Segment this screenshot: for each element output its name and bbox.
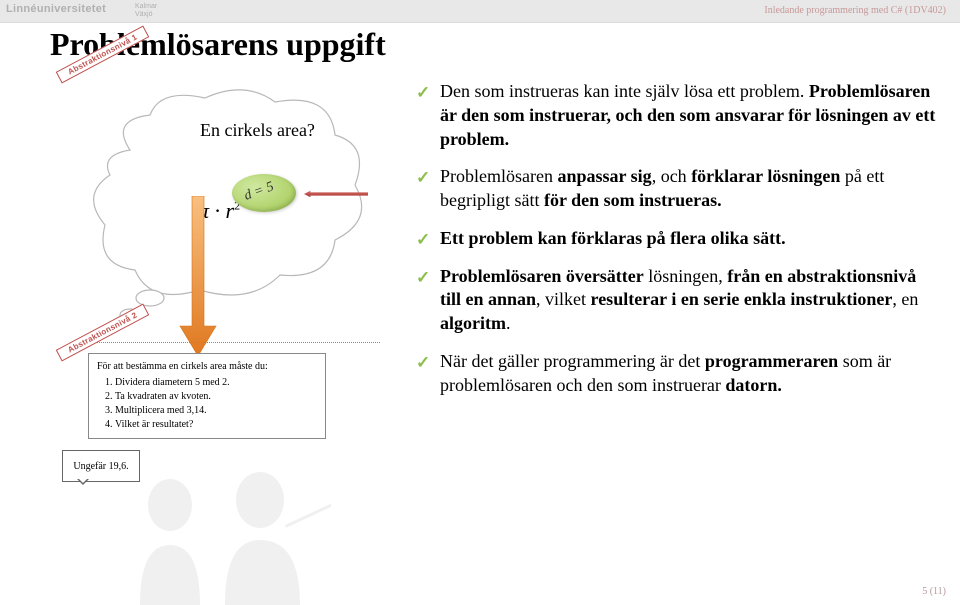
- bullet-text: .: [506, 313, 511, 333]
- bullet-text: , vilket: [536, 289, 591, 309]
- bullet-list: ✓ Den som instrueras kan inte själv lösa…: [416, 80, 936, 411]
- bullet-text: När det gäller programmering är det: [440, 351, 705, 371]
- brand-campuses: Kalmar Växjö: [135, 3, 157, 19]
- check-icon: ✓: [416, 167, 430, 189]
- bullet-bold: för den som instrueras.: [544, 190, 722, 210]
- steps-list: Dividera diametern 5 med 2. Ta kvadraten…: [115, 376, 317, 432]
- bullet-item: ✓ Ett problem kan förklaras på flera oli…: [416, 227, 936, 251]
- course-info: Inledande programmering med C# (1DV402): [764, 5, 946, 16]
- bullet-bold: datorn.: [725, 375, 782, 395]
- bullet-bold: förklarar lösningen: [691, 166, 840, 186]
- people-background-icon: [120, 465, 350, 605]
- bullet-text: , och: [652, 166, 692, 186]
- bullet-text: Den som instrueras kan inte själv lösa e…: [440, 81, 809, 101]
- d-value-oval: d = 5: [232, 174, 296, 212]
- bullet-bold: Problemlösaren: [440, 266, 566, 286]
- bullet-text: lösningen,: [644, 266, 728, 286]
- arrow-orange-icon: [178, 196, 218, 356]
- brand-sub-2: Växjö: [135, 11, 153, 18]
- check-icon: ✓: [416, 82, 430, 104]
- bullet-bold: anpassar sig: [557, 166, 651, 186]
- cloud-question: En cirkels area?: [200, 120, 315, 141]
- bullet-text: , en: [892, 289, 918, 309]
- bullet-item: ✓ När det gäller programmering är det pr…: [416, 350, 936, 398]
- steps-header: För att bestämma en cirkels area måste d…: [97, 360, 317, 374]
- check-icon: ✓: [416, 267, 430, 289]
- step-item: Vilket är resultatet?: [115, 418, 317, 432]
- steps-box: För att bestämma en cirkels area måste d…: [88, 353, 326, 439]
- arrow-red-icon: [296, 190, 376, 198]
- d-label: d = 5: [242, 179, 276, 204]
- check-icon: ✓: [416, 352, 430, 374]
- thought-cloud: En cirkels area? π · r2: [70, 80, 380, 320]
- brand-name: Linnéuniversitetet: [6, 3, 106, 15]
- bullet-bold: programmeraren: [705, 351, 838, 371]
- bullet-bold: översätter: [566, 266, 644, 286]
- brand-sub-1: Kalmar: [135, 3, 157, 10]
- bullet-bold: Ett problem kan förklaras på flera olika…: [440, 228, 786, 248]
- step-item: Ta kvadraten av kvoten.: [115, 390, 317, 404]
- check-icon: ✓: [416, 229, 430, 251]
- bullet-text: Problemlösaren: [440, 166, 557, 186]
- step-item: Dividera diametern 5 med 2.: [115, 376, 317, 390]
- bullet-item: ✓ Den som instrueras kan inte själv lösa…: [416, 80, 936, 151]
- dotted-divider: [88, 342, 380, 343]
- bullet-item: ✓ Problemlösaren anpassar sig, och förkl…: [416, 165, 936, 213]
- slide-page: Linnéuniversitetet Kalmar Växjö Inledand…: [0, 0, 960, 605]
- bullet-item: ✓ Problemlösaren översätter lösningen, f…: [416, 265, 936, 336]
- step-item: Multiplicera med 3,14.: [115, 404, 317, 418]
- bullet-bold: resulterar i en serie enkla instruktione…: [591, 289, 893, 309]
- header-bar: Linnéuniversitetet Kalmar Växjö Inledand…: [0, 0, 960, 23]
- bullet-bold: algoritm: [440, 313, 506, 333]
- page-number: 5 (11): [922, 586, 946, 597]
